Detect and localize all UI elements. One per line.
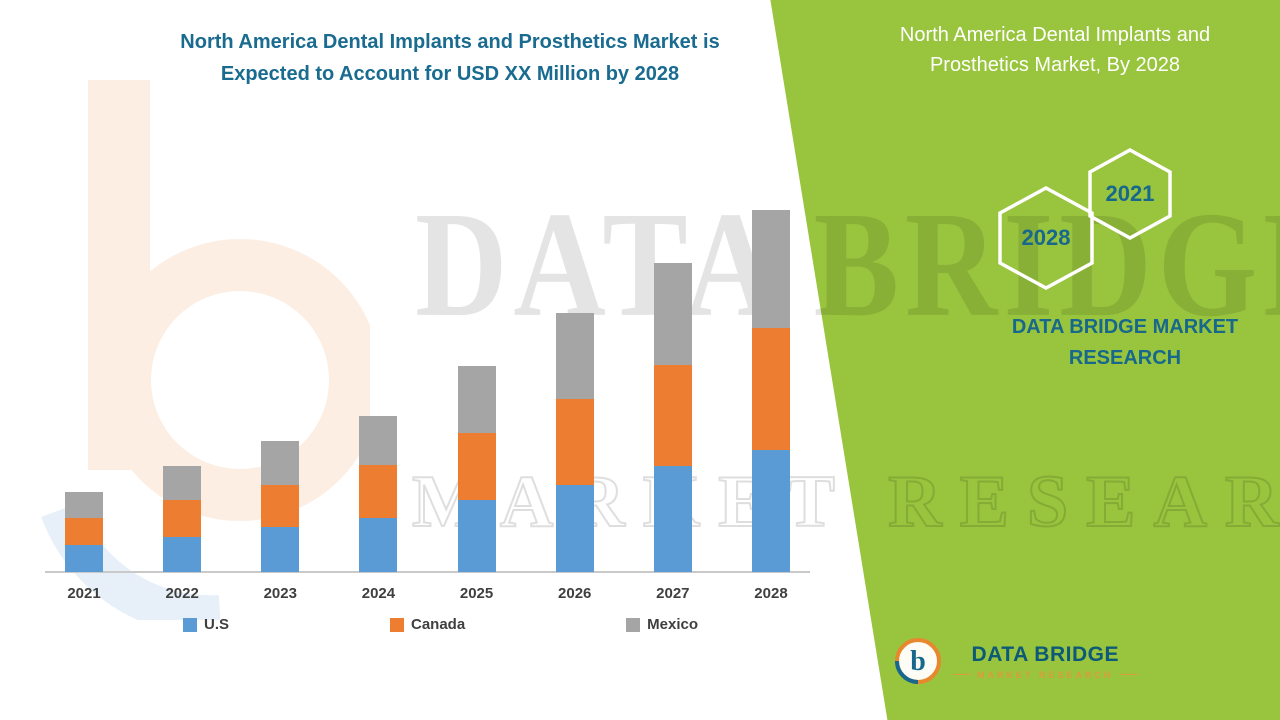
- legend-label: U.S: [204, 616, 230, 633]
- hexagon-2028-badge: 2028: [998, 186, 1094, 290]
- bar-group: 2027: [653, 263, 692, 603]
- bar-segment-canada: [653, 365, 692, 466]
- x-axis-label: 2021: [67, 585, 101, 602]
- bar-stack: [163, 466, 202, 572]
- bar-segment-canada: [261, 485, 300, 527]
- legend-label: Canada: [410, 616, 466, 633]
- bar-stack: [261, 441, 300, 572]
- bar-stack: [359, 416, 398, 572]
- bar-stack: [65, 492, 103, 572]
- bar-stack: [457, 366, 496, 572]
- legend-swatch: [626, 617, 641, 632]
- tagline-rule: [1119, 674, 1138, 675]
- bar-segment-u-s: [65, 545, 103, 572]
- hexagon-outline-icon: [1088, 148, 1172, 240]
- bar-group: 2024: [359, 416, 398, 603]
- bar-groups: 2021 2022 2023 2024 2025 2026 2027 2028: [45, 207, 810, 603]
- bar-group: 2023: [261, 441, 300, 603]
- panel-title: North America Dental Implants and Prosth…: [840, 20, 1270, 80]
- panel-brand-line2: RESEARCH: [1068, 347, 1182, 369]
- bar-segment-canada: [751, 328, 790, 450]
- x-axis-label: 2024: [361, 585, 396, 602]
- x-axis-label: 2025: [459, 585, 494, 602]
- databridge-logo-icon: b: [895, 638, 941, 684]
- bar-group: 2026: [555, 313, 594, 603]
- x-axis-label: 2022: [165, 585, 199, 602]
- hexagon-outline-icon: [998, 186, 1094, 290]
- panel-title-line1: North America Dental Implants and: [899, 24, 1211, 46]
- legend-swatch: [389, 617, 404, 632]
- legend-item-mexico: Mexico: [626, 616, 698, 633]
- hexagon-2021-label: 2021: [1105, 181, 1155, 206]
- bar-segment-u-s: [653, 466, 692, 572]
- hexagon-2021-badge: 2021: [1088, 148, 1172, 240]
- panel-brand-line1: DATA BRIDGE MARKET: [1011, 316, 1239, 338]
- bar-segment-mexico: [163, 466, 202, 500]
- bar-segment-canada: [555, 399, 594, 485]
- bar-stack: [653, 263, 692, 572]
- bar-segment-mexico: [751, 210, 790, 328]
- bar-segment-mexico: [457, 366, 496, 433]
- chart-title: North America Dental Implants and Prosth…: [70, 26, 830, 90]
- bar-segment-canada: [359, 465, 398, 518]
- x-axis-label: 2028: [754, 585, 788, 602]
- legend-swatch: [183, 617, 197, 632]
- tagline-rule: [953, 674, 971, 675]
- bar-group: 2021: [65, 492, 103, 603]
- panel-brand-text: DATA BRIDGE MARKET RESEARCH: [960, 312, 1280, 374]
- bar-segment-mexico: [653, 263, 692, 365]
- logo-tagline: MARKET RESEARCH: [953, 670, 1138, 680]
- bar-segment-mexico: [555, 313, 594, 399]
- bar-segment-u-s: [359, 518, 398, 572]
- bar-segment-u-s: [163, 537, 202, 572]
- panel-title-line2: Prosthetics Market, By 2028: [929, 54, 1181, 76]
- legend-item-u-s: U.S: [183, 616, 229, 633]
- bar-stack: [751, 210, 790, 572]
- bar-group: 2025: [457, 366, 496, 603]
- legend-item-canada: Canada: [389, 616, 466, 633]
- logo-name: DATA BRIDGE: [971, 642, 1119, 666]
- databridge-logo-lockup: b DATA BRIDGE MARKET RESEARCH: [893, 636, 1138, 686]
- svg-text:b: b: [910, 646, 926, 677]
- x-axis-label: 2023: [263, 585, 297, 602]
- x-axis-label: 2027: [656, 585, 690, 602]
- hexagon-2028-label: 2028: [1021, 225, 1071, 250]
- chart-title-line1: North America Dental Implants and Prosth…: [180, 31, 720, 53]
- x-axis-label: 2026: [558, 585, 592, 602]
- bar-segment-u-s: [555, 485, 594, 572]
- bar-segment-canada: [65, 518, 103, 545]
- bar-segment-u-s: [457, 500, 496, 572]
- bar-segment-canada: [163, 500, 202, 537]
- bar-segment-mexico: [359, 416, 398, 465]
- bar-segment-u-s: [261, 527, 300, 572]
- bar-group: 2022: [163, 466, 202, 603]
- bar-segment-mexico: [65, 492, 103, 518]
- bar-stack: [555, 313, 594, 572]
- x-axis-line: [45, 571, 810, 573]
- bar-segment-u-s: [751, 450, 790, 572]
- bar-segment-mexico: [261, 441, 300, 485]
- legend-label: Mexico: [647, 616, 698, 633]
- chart-title-line2: Expected to Account for USD XX Million b…: [220, 63, 680, 85]
- chart-legend: U.S Canada Mexico: [183, 616, 698, 633]
- logo-tagline-text: MARKET RESEARCH: [977, 669, 1114, 680]
- logo-texts: DATA BRIDGE MARKET RESEARCH: [953, 643, 1138, 680]
- bar-segment-canada: [457, 433, 496, 500]
- bar-group: 2028: [751, 210, 790, 603]
